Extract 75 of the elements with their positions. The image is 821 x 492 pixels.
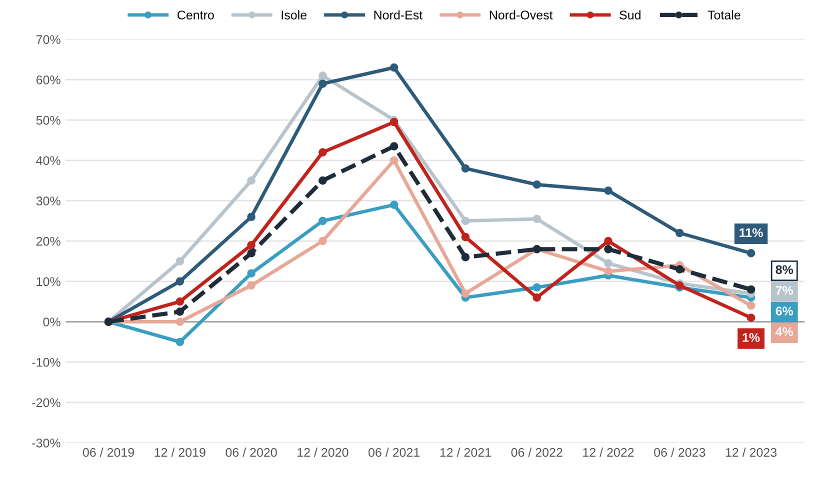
legend-label: Isole [282,10,307,20]
point [604,267,612,276]
point [532,180,542,189]
y-tick-label: 60% [36,76,60,84]
point [604,244,612,254]
point [532,293,542,302]
x-tick-label: 12 / 2019 [154,448,206,457]
annotation: 1% [742,333,760,342]
point [390,63,398,72]
point [247,212,256,222]
y-tick-label: 0% [43,318,60,326]
x-tick-label: 12 / 2020 [298,448,348,457]
point [675,265,684,274]
point [675,228,684,238]
point [461,289,470,298]
y-tick-label: -20% [32,398,60,408]
y-tick-label: 70% [36,35,60,44]
point [461,164,470,173]
y-tick-label: 40% [36,156,60,166]
legend-label: Centro [178,10,214,20]
x-tick-label: 06 / 2019 [82,448,134,457]
point [176,338,184,346]
point [604,236,612,246]
y-tick-label: 30% [36,196,60,206]
annotation: 4% [776,327,794,336]
point [247,176,256,185]
point [176,318,184,326]
point [604,186,612,195]
x-tick-label: 06 / 2023 [654,448,706,457]
point [461,232,470,242]
y-tick-label: -30% [32,438,60,448]
legend-label: Sud [620,10,640,20]
x-tick-label: 12 / 2022 [583,448,634,457]
point [176,308,184,316]
point [176,297,184,306]
legend-label: Totale [708,10,740,20]
point [390,142,398,150]
x-tick-label: 06 / 2022 [511,448,562,457]
point [247,249,256,258]
annotation: 11% [740,228,763,238]
point [318,80,327,88]
y-tick-label: 20% [36,236,60,246]
point [247,281,256,290]
annotation: 6% [776,306,794,316]
point [318,236,327,246]
point [390,156,398,165]
point [176,277,184,286]
x-tick-label: 06 / 2021 [368,448,420,457]
annotation: 7% [776,286,794,295]
y-tick-label: -10% [32,358,60,367]
point [318,72,327,80]
point [461,216,470,226]
point [746,285,756,294]
point [176,257,184,266]
point [532,214,542,224]
point [532,283,542,292]
point [247,240,256,250]
y-tick-label: 50% [36,116,60,125]
point [318,148,327,156]
point [746,301,756,310]
point [247,269,256,278]
point [318,176,327,185]
point [390,200,398,209]
point [746,249,756,258]
x-tick-label: 12 / 2021 [440,448,491,457]
point [461,253,470,262]
annotation: 8% [776,265,794,274]
x-tick-label: 06 / 2020 [226,448,277,457]
point [604,259,612,268]
y-tick-label: 10% [36,277,60,286]
point [746,314,756,322]
x-tick-label: 12 / 2023 [726,448,777,457]
legend-label: Nord-Ovest [490,10,553,20]
point [318,216,327,226]
legend-label: Nord-Est [374,10,423,20]
